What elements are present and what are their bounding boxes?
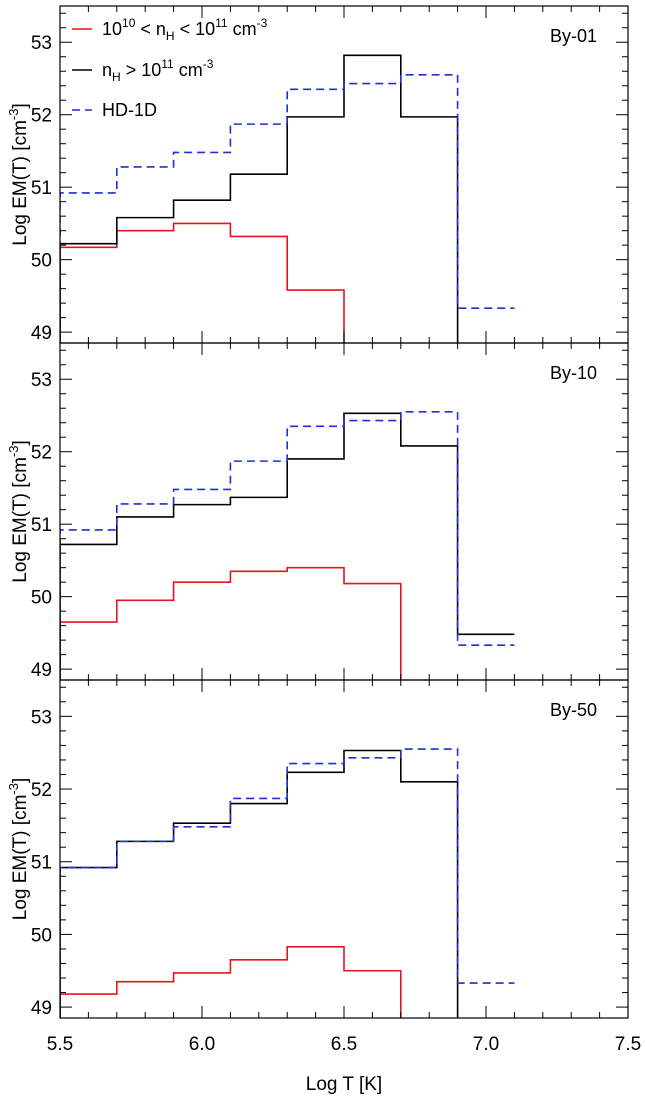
series-line-hd	[60, 411, 515, 680]
y-tick-label: 53	[31, 707, 52, 728]
legend-label: 1010 < nH < 1011 cm-3	[102, 16, 268, 43]
legend-entry-high: nH > 1011 cm-3	[72, 57, 214, 84]
x-tick-label: 7.5	[615, 1034, 641, 1055]
series-line-hd	[60, 748, 515, 1018]
y-tick-label: 49	[31, 323, 52, 344]
legend: 1010 < nH < 1011 cm-3 nH > 1011 cm-3 HD-1D	[72, 16, 268, 120]
panel-label: By-10	[550, 363, 597, 383]
y-tick-label: 51	[31, 853, 52, 874]
y-tick-label: 52	[31, 106, 52, 127]
x-tick-label: 7.0	[473, 1034, 499, 1055]
panel-label: By-01	[550, 26, 597, 46]
y-tick-label: 49	[31, 998, 52, 1019]
legend-entry-hd: HD-1D	[72, 100, 157, 120]
series-line-low	[60, 945, 402, 1018]
x-axis: 5.5 6.0 6.5 7.0 7.5 Log T [K]	[47, 1034, 641, 1095]
y-tick-label: 53	[31, 33, 52, 54]
y-tick-label: 52	[31, 780, 52, 801]
panel-frame	[59, 342, 629, 681]
legend-entry-low: 1010 < nH < 1011 cm-3	[72, 16, 268, 43]
x-tick-label: 5.5	[47, 1034, 73, 1055]
series-group	[60, 54, 515, 343]
y-tick-label: 50	[31, 251, 52, 272]
y-tick-label: 52	[31, 443, 52, 464]
series-line-high	[60, 54, 459, 343]
series-group	[60, 411, 515, 680]
series-line-high	[60, 412, 515, 680]
y-tick-label: 49	[31, 660, 52, 681]
panel-by-50: 49 50 51 52 53 By-50 Log EM(T) [cm-3]	[6, 679, 629, 1019]
series-line-low	[60, 222, 345, 343]
series-group	[60, 748, 515, 1018]
series-line-hd	[60, 74, 515, 343]
panel-label: By-50	[550, 700, 597, 720]
y-tick-label: 50	[31, 588, 52, 609]
x-tick-label: 6.0	[189, 1034, 215, 1055]
legend-label: nH > 1011 cm-3	[102, 57, 214, 84]
series-line-low	[60, 566, 402, 680]
y-axis-label: Log EM(T) [cm-3]	[6, 778, 31, 920]
y-tick-label: 51	[31, 515, 52, 536]
panel-by-01: 49 50 51 52 53 By-01 Log EM(T) [cm-3]	[6, 5, 629, 344]
y-axis-label: Log EM(T) [cm-3]	[6, 103, 31, 245]
y-tick-label: 51	[31, 178, 52, 199]
x-tick-label: 6.5	[331, 1034, 357, 1055]
y-tick-label: 50	[31, 925, 52, 946]
y-axis-label: Log EM(T) [cm-3]	[6, 440, 31, 582]
panel-by-10: 49 50 51 52 53 By-10 Log EM(T) [cm-3]	[6, 342, 629, 681]
x-axis-label: Log T [K]	[306, 1074, 382, 1095]
legend-label: HD-1D	[102, 100, 157, 120]
y-tick-label: 53	[31, 370, 52, 391]
panels: 49 50 51 52 53 By-01 Log EM(T) [cm-3] 49 50 51 52 5…	[6, 5, 629, 1019]
